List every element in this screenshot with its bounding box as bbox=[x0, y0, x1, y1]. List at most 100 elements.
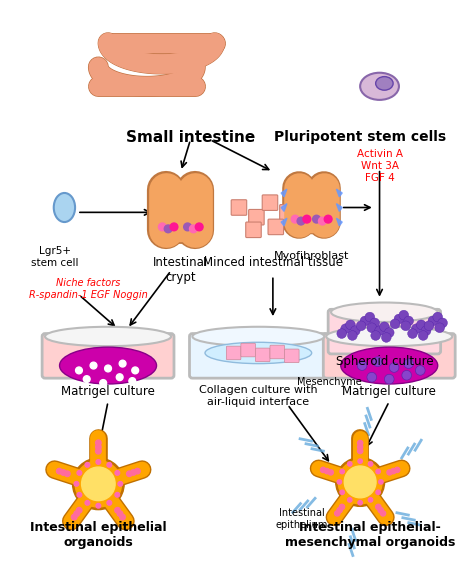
Text: Collagen culture with
air-liquid interface: Collagen culture with air-liquid interfa… bbox=[199, 385, 318, 407]
Circle shape bbox=[107, 500, 111, 505]
Text: Myofibroblast: Myofibroblast bbox=[274, 251, 349, 261]
FancyBboxPatch shape bbox=[246, 222, 261, 237]
Circle shape bbox=[340, 469, 344, 474]
Circle shape bbox=[82, 467, 115, 501]
Circle shape bbox=[416, 320, 426, 329]
FancyBboxPatch shape bbox=[249, 209, 264, 225]
Circle shape bbox=[337, 329, 346, 339]
FancyBboxPatch shape bbox=[262, 195, 278, 210]
Circle shape bbox=[357, 361, 367, 370]
FancyBboxPatch shape bbox=[323, 334, 455, 378]
Circle shape bbox=[72, 514, 77, 520]
Circle shape bbox=[394, 314, 404, 324]
Circle shape bbox=[356, 321, 366, 331]
Circle shape bbox=[297, 217, 305, 225]
Polygon shape bbox=[281, 218, 287, 226]
Text: Intestinal epithelial
organoids: Intestinal epithelial organoids bbox=[30, 521, 167, 549]
Circle shape bbox=[378, 508, 383, 513]
Text: Matrigel culture: Matrigel culture bbox=[342, 385, 436, 398]
Text: Minced intestinal tissue: Minced intestinal tissue bbox=[203, 256, 343, 269]
Circle shape bbox=[428, 316, 438, 326]
Circle shape bbox=[74, 511, 80, 516]
Circle shape bbox=[337, 508, 342, 513]
Circle shape bbox=[340, 490, 344, 494]
Circle shape bbox=[347, 462, 352, 466]
Polygon shape bbox=[337, 204, 342, 212]
Ellipse shape bbox=[360, 72, 399, 100]
Circle shape bbox=[292, 215, 299, 223]
Circle shape bbox=[350, 326, 360, 335]
FancyBboxPatch shape bbox=[328, 309, 441, 354]
Circle shape bbox=[83, 375, 90, 382]
FancyBboxPatch shape bbox=[280, 205, 295, 220]
Circle shape bbox=[336, 458, 384, 507]
Circle shape bbox=[347, 498, 352, 502]
Circle shape bbox=[370, 318, 380, 328]
Circle shape bbox=[105, 365, 111, 372]
Circle shape bbox=[96, 444, 101, 450]
Circle shape bbox=[435, 323, 445, 332]
Circle shape bbox=[360, 316, 370, 326]
Circle shape bbox=[380, 322, 389, 332]
Polygon shape bbox=[281, 189, 287, 197]
Polygon shape bbox=[337, 218, 342, 226]
Circle shape bbox=[107, 462, 111, 467]
Circle shape bbox=[433, 312, 443, 322]
FancyBboxPatch shape bbox=[227, 346, 241, 360]
Circle shape bbox=[115, 493, 119, 497]
Text: Lgr5+
stem cell: Lgr5+ stem cell bbox=[31, 246, 79, 268]
Circle shape bbox=[116, 374, 123, 381]
Circle shape bbox=[346, 320, 356, 329]
Circle shape bbox=[164, 225, 172, 233]
Circle shape bbox=[368, 498, 373, 502]
Circle shape bbox=[85, 462, 90, 467]
Polygon shape bbox=[337, 189, 342, 197]
Text: Matrigel culture: Matrigel culture bbox=[61, 385, 155, 398]
Ellipse shape bbox=[331, 302, 438, 322]
Circle shape bbox=[303, 215, 310, 223]
Ellipse shape bbox=[45, 327, 171, 346]
Circle shape bbox=[368, 462, 373, 466]
Ellipse shape bbox=[341, 347, 438, 384]
Circle shape bbox=[195, 223, 203, 231]
Ellipse shape bbox=[205, 342, 312, 363]
Circle shape bbox=[64, 471, 70, 477]
Circle shape bbox=[390, 319, 400, 329]
Circle shape bbox=[411, 324, 421, 334]
Circle shape bbox=[74, 481, 79, 486]
Circle shape bbox=[387, 470, 392, 475]
Circle shape bbox=[319, 217, 326, 225]
Circle shape bbox=[344, 466, 376, 498]
Ellipse shape bbox=[54, 193, 75, 222]
Circle shape bbox=[438, 318, 447, 328]
Circle shape bbox=[384, 328, 394, 338]
Circle shape bbox=[404, 316, 413, 326]
Circle shape bbox=[77, 470, 82, 475]
Circle shape bbox=[135, 469, 140, 474]
Circle shape bbox=[61, 470, 66, 475]
Circle shape bbox=[391, 469, 396, 474]
Circle shape bbox=[96, 448, 101, 454]
Circle shape bbox=[73, 458, 124, 509]
Circle shape bbox=[76, 508, 82, 513]
Circle shape bbox=[341, 324, 350, 334]
FancyBboxPatch shape bbox=[270, 345, 284, 359]
Circle shape bbox=[324, 215, 332, 223]
Circle shape bbox=[357, 440, 363, 446]
FancyBboxPatch shape bbox=[190, 334, 327, 378]
Circle shape bbox=[313, 215, 320, 223]
Circle shape bbox=[131, 470, 136, 475]
Circle shape bbox=[90, 362, 97, 369]
Circle shape bbox=[358, 500, 362, 505]
Text: Pluripotent stem cells: Pluripotent stem cells bbox=[274, 130, 446, 144]
Circle shape bbox=[75, 461, 121, 507]
Text: Small intestine: Small intestine bbox=[126, 130, 255, 145]
Circle shape bbox=[374, 326, 384, 335]
Circle shape bbox=[119, 360, 126, 367]
Circle shape bbox=[376, 504, 381, 509]
Circle shape bbox=[401, 321, 410, 331]
Circle shape bbox=[115, 508, 120, 513]
Circle shape bbox=[421, 326, 431, 335]
Ellipse shape bbox=[376, 76, 393, 90]
Text: Intestinal
epithelium: Intestinal epithelium bbox=[276, 508, 328, 530]
